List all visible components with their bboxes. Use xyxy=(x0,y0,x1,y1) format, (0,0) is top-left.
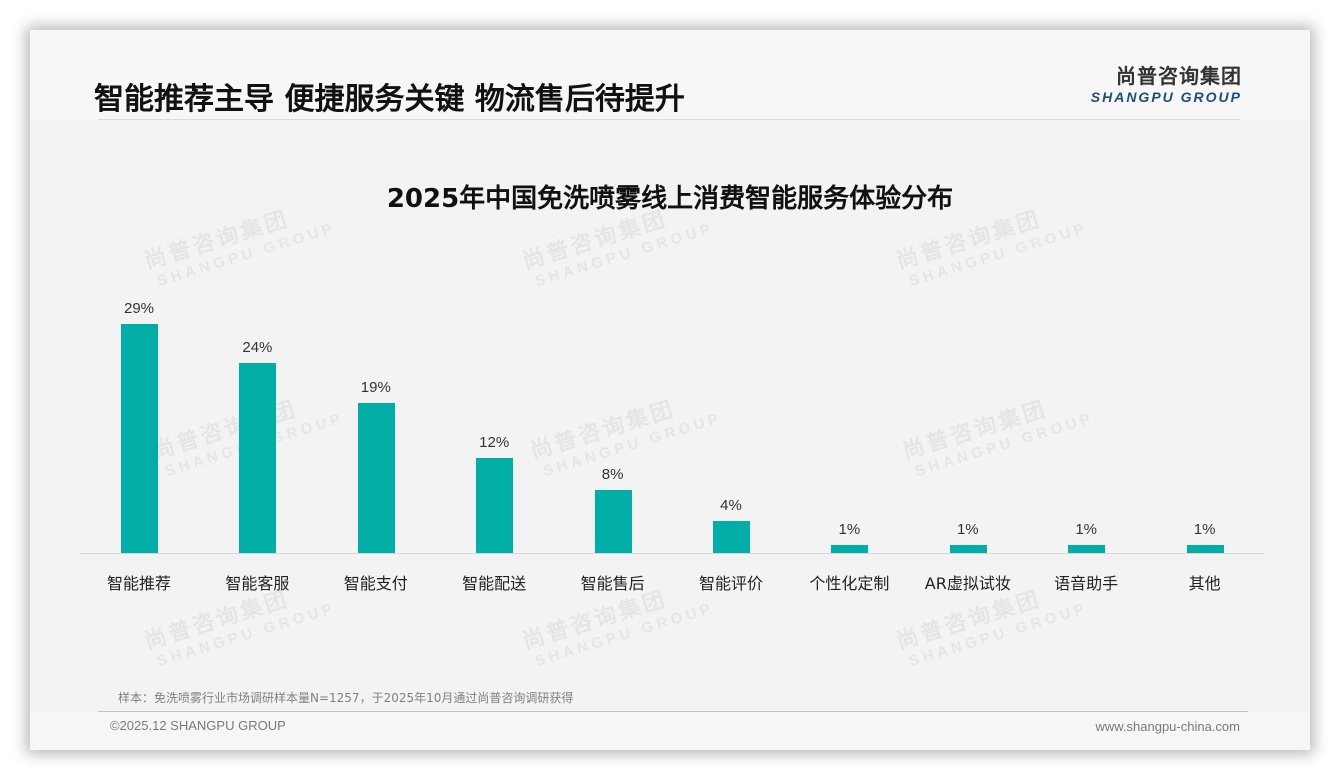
bar-value-label: 1% xyxy=(838,521,861,539)
x-axis-category-label: 智能支付 xyxy=(343,574,408,593)
website-link[interactable]: www.shangpu-china.com xyxy=(1095,719,1240,734)
x-axis-category-label: 智能评价 xyxy=(698,574,763,593)
logo-en-text: SHANGPU GROUP xyxy=(1090,89,1242,105)
bar xyxy=(239,363,277,553)
bar-group: 4% xyxy=(672,289,790,553)
bar xyxy=(1068,545,1106,553)
chart-title: 2025年中国免洗喷雾线上消费智能服务体验分布 xyxy=(386,184,954,214)
bar xyxy=(121,324,158,553)
bar-chart-plot: 29% 24% 19% 12% 8% 4% 1% 1% 1% 1% xyxy=(80,290,1264,554)
x-axis-category-label: AR虚拟试妆 xyxy=(924,574,1011,593)
x-axis-category-label: 其他 xyxy=(1188,574,1221,593)
bar-value-label: 24% xyxy=(242,339,273,357)
bar-group: 1% xyxy=(1027,289,1145,553)
bar-value-label: 1% xyxy=(1193,521,1216,539)
sample-note: 样本：免洗喷雾行业市场调研样本量N=1257，于2025年10月通过尚普咨询调研… xyxy=(118,691,574,705)
x-axis-baseline xyxy=(80,553,1264,554)
watermark-en: SHANGPU GROUP xyxy=(907,219,1091,291)
watermark-en: SHANGPU GROUP xyxy=(533,219,717,291)
bar-value-label: 1% xyxy=(1075,521,1098,539)
bar-value-label: 1% xyxy=(956,521,979,539)
x-axis-category-label: 智能配送 xyxy=(462,574,527,593)
bar xyxy=(476,458,514,553)
bar xyxy=(594,489,632,553)
header-divider xyxy=(98,119,1240,120)
page-headline: 智能推荐主导 便捷服务关键 物流售后待提升 xyxy=(94,82,685,117)
bar-group: 24% xyxy=(198,289,316,553)
x-axis-category-label: 智能客服 xyxy=(225,574,290,593)
bar-value-label: 29% xyxy=(123,300,155,317)
bar-group: 29% xyxy=(80,289,198,553)
bar-value-label: 12% xyxy=(479,434,510,452)
brand-logo: 尚普咨询集团 SHANGPU GROUP xyxy=(1082,64,1242,106)
copyright-text: ©2025.12 SHANGPU GROUP xyxy=(110,718,286,733)
bar-group: 1% xyxy=(790,289,908,553)
bar xyxy=(831,545,869,553)
x-axis-category-label: 个性化定制 xyxy=(809,574,890,593)
footer-divider xyxy=(98,711,1248,712)
watermark-en: SHANGPU GROUP xyxy=(155,599,339,671)
watermark-en: SHANGPU GROUP xyxy=(907,599,1091,671)
x-axis-category-label: 智能售后 xyxy=(580,574,645,593)
bar-group: 12% xyxy=(435,289,553,553)
bar-value-label: 8% xyxy=(601,465,624,483)
bar xyxy=(1186,545,1224,553)
bar xyxy=(949,545,987,553)
bar-group: 1% xyxy=(909,289,1027,553)
watermark-en: SHANGPU GROUP xyxy=(533,599,717,671)
slide-header-band xyxy=(30,30,1310,120)
x-axis-category-label: 语音助手 xyxy=(1054,574,1119,593)
bar xyxy=(713,521,750,553)
x-axis-category-label: 智能推荐 xyxy=(106,574,171,593)
bar-value-label: 19% xyxy=(360,378,391,396)
bar-value-label: 4% xyxy=(720,497,742,515)
bar-group: 19% xyxy=(317,289,435,553)
bar xyxy=(357,402,395,553)
bar-group: 8% xyxy=(554,289,672,553)
bar-group: 1% xyxy=(1146,289,1264,553)
footer-band xyxy=(30,712,1310,750)
slide: 智能推荐主导 便捷服务关键 物流售后待提升 尚普咨询集团 SHANGPU GRO… xyxy=(30,30,1310,750)
logo-cn-text: 尚普咨询集团 xyxy=(1116,64,1242,88)
watermark-en: SHANGPU GROUP xyxy=(155,219,339,291)
